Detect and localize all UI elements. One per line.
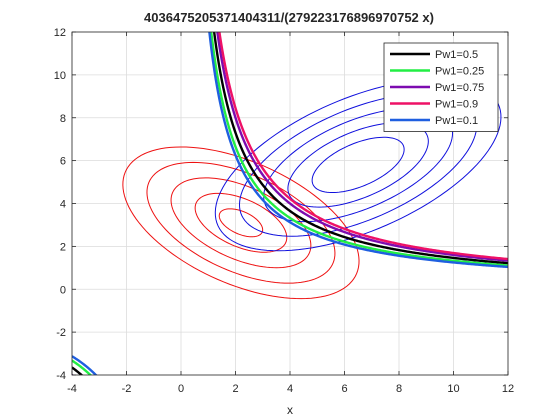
x-tick-label: -2 [122, 383, 132, 395]
x-tick-label: 6 [341, 383, 347, 395]
x-tick-label: 10 [447, 383, 459, 395]
legend: Pw1=0.5 Pw1=0.25 Pw1=0.75 Pw1=0.9 Pw1=0.1 [384, 43, 498, 132]
legend-label-pw1-0-9: Pw1=0.9 [435, 99, 478, 111]
y-tick-label: 4 [60, 199, 66, 211]
legend-label-pw1-0-25: Pw1=0.25 [435, 66, 484, 78]
x-tick-label: 12 [502, 383, 514, 395]
legend-label-pw1-0-1: Pw1=0.1 [435, 115, 478, 127]
x-tick-label: 0 [178, 383, 184, 395]
x-tick-label: 2 [232, 383, 238, 395]
x-tick-label: 4 [287, 383, 293, 395]
y-tick-label: 8 [60, 113, 66, 125]
legend-label-pw1-0-5: Pw1=0.5 [435, 49, 478, 61]
x-tick-label: 8 [396, 383, 402, 395]
x-axis-label: x [287, 403, 293, 417]
y-tick-label: 6 [60, 156, 66, 168]
y-tick-label: 2 [60, 241, 66, 253]
y-tick-label: -2 [56, 327, 66, 339]
y-tick-label: 10 [54, 70, 66, 82]
x-tick-label: -4 [67, 383, 77, 395]
legend-label-pw1-0-75: Pw1=0.75 [435, 82, 484, 94]
chart-title: 403647520537140431​1/(279223176896970752… [144, 10, 434, 25]
y-tick-label: 12 [54, 27, 66, 39]
y-tick-label: 0 [60, 284, 66, 296]
y-tick-label: -4 [56, 370, 66, 382]
